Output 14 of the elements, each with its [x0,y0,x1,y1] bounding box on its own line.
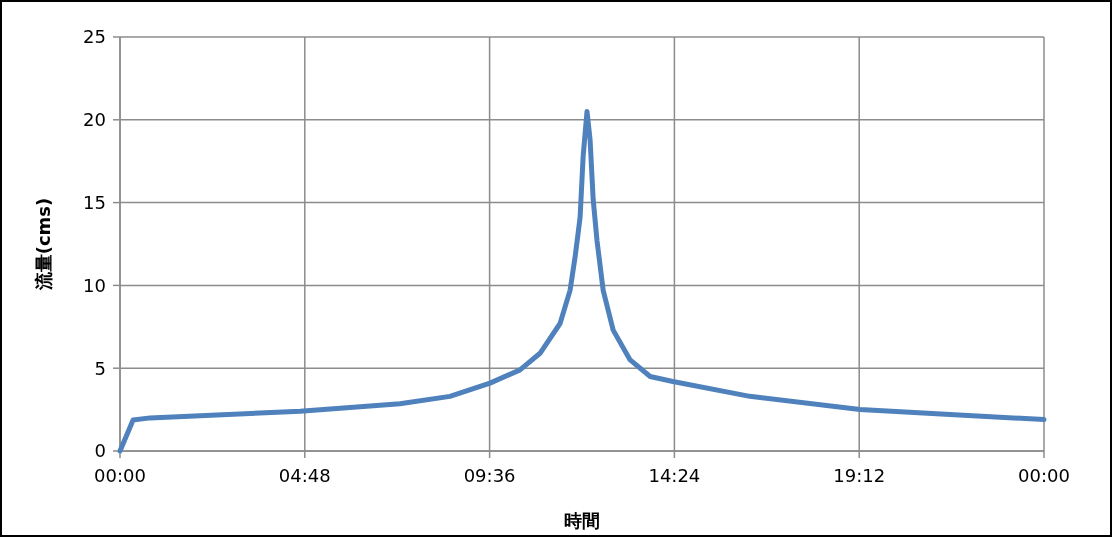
x-tick-label: 19:12 [833,465,886,486]
y-tick-label: 5 [94,357,106,379]
x-tick-label: 09:36 [463,465,516,486]
x-tick-label: 00:00 [1018,465,1070,486]
y-tick-label: 15 [83,191,106,213]
y-tick-label: 25 [83,26,106,48]
y-tick-label: 10 [83,274,106,296]
y-axis-title: 流量(cms) [33,197,54,292]
x-tick-label: 04:48 [278,465,331,486]
x-axis-title: 時間 [564,510,600,531]
x-tick-label: 00:00 [94,465,146,486]
y-tick-label: 0 [94,440,106,462]
x-tick-label: 14:24 [648,465,701,486]
y-tick-label: 20 [83,109,106,131]
